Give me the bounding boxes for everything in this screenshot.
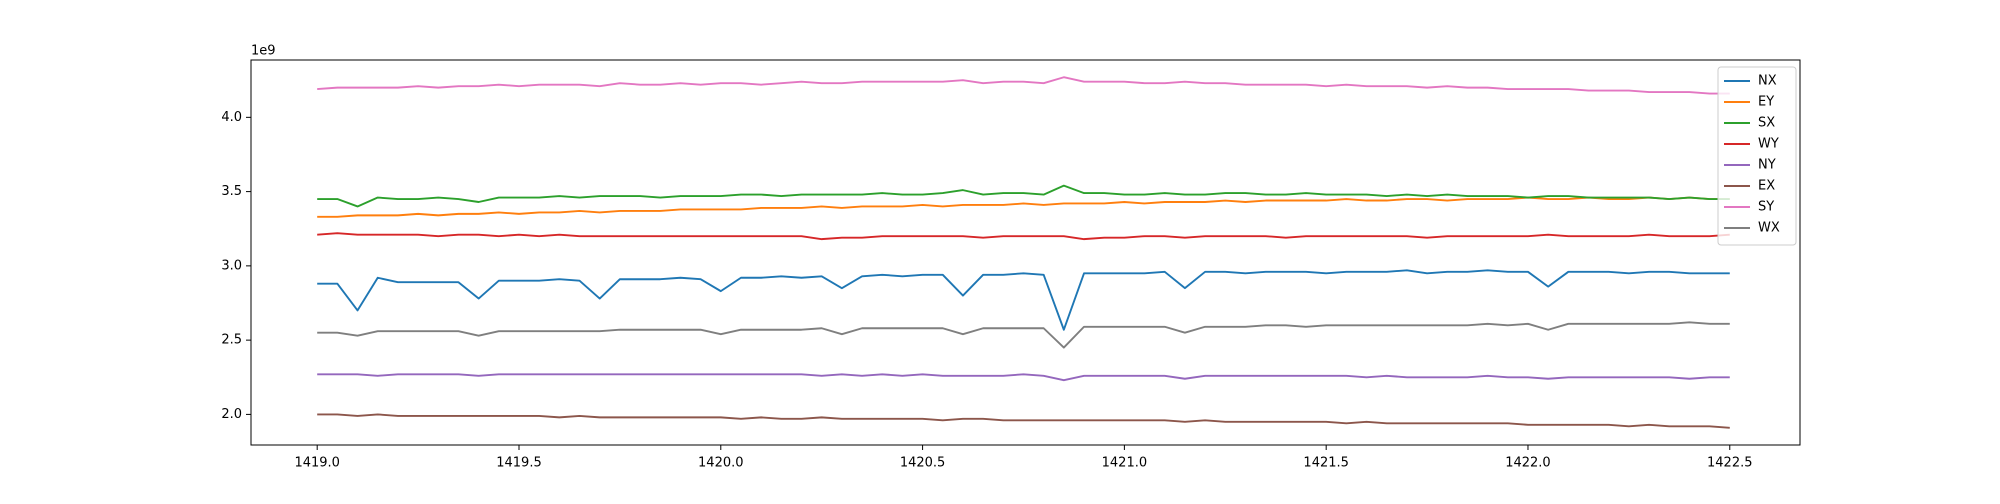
x-tick-label: 1420.0 (698, 456, 744, 471)
y-tick-label: 4.0 (221, 110, 242, 125)
series-line (317, 76, 1730, 95)
legend-label: EY (1758, 95, 1774, 110)
legend-label: SY (1758, 200, 1774, 215)
legend-box (1717, 66, 1797, 246)
legend: NX EY SX WY NY EX SY WX (1717, 66, 1797, 246)
y-offset-label: 1e9 (251, 44, 276, 59)
series-line (317, 196, 1730, 218)
x-tick-label: 1422.5 (1707, 456, 1753, 471)
series-line (317, 269, 1730, 331)
series-line (317, 373, 1730, 382)
legend-label: NY (1758, 158, 1776, 173)
series-line (317, 413, 1730, 429)
x-tick-label: 1421.5 (1303, 456, 1349, 471)
legend-label: WX (1758, 221, 1780, 236)
y-tick-label: 3.0 (221, 258, 242, 273)
legend-label: NX (1758, 74, 1777, 89)
series-line (317, 184, 1730, 208)
y-tick-label: 2.5 (221, 333, 242, 348)
series-line (317, 232, 1730, 241)
x-tick-label: 1419.5 (496, 456, 542, 471)
legend-label: EX (1758, 179, 1775, 194)
x-tick-label: 1420.5 (900, 456, 946, 471)
axes-frame (250, 59, 1801, 446)
legend-label: SX (1758, 116, 1775, 131)
series-line (317, 321, 1730, 349)
y-tick-label: 2.0 (221, 407, 242, 422)
legend-label: WY (1758, 137, 1779, 152)
x-tick-label: 1422.0 (1505, 456, 1551, 471)
x-tick-label: 1419.0 (294, 456, 340, 471)
y-tick-label: 3.5 (221, 184, 242, 199)
x-tick-label: 1421.0 (1102, 456, 1148, 471)
